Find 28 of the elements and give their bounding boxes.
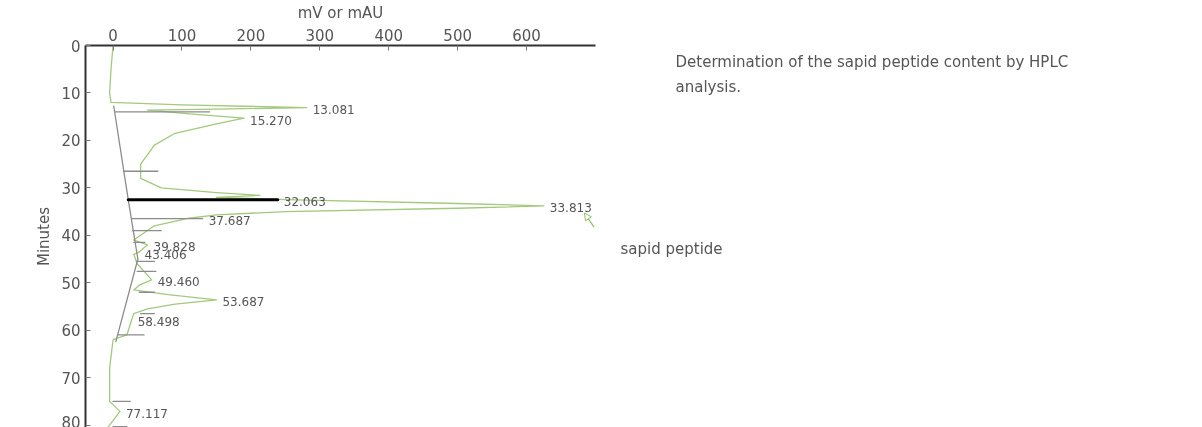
x-tick-label: 200 bbox=[236, 26, 266, 45]
y-tick-label: 10 bbox=[61, 84, 81, 103]
x-tick-label: 300 bbox=[305, 26, 335, 45]
annotation: 58.498 bbox=[137, 315, 180, 330]
y-tick-label: 50 bbox=[61, 274, 81, 293]
text: sapid peptide bbox=[620, 240, 723, 259]
annotation: 53.687 bbox=[222, 295, 265, 310]
x-tick-label: 100 bbox=[167, 26, 197, 45]
y-tick-label: 40 bbox=[61, 227, 81, 246]
annotation: 37.687 bbox=[208, 214, 251, 229]
y-tick-label: 70 bbox=[61, 369, 81, 388]
y-axis-title: Minutes bbox=[35, 206, 54, 267]
annotation: 33.813 bbox=[549, 201, 592, 216]
y-tick-label: 20 bbox=[61, 132, 81, 151]
y-tick-label: 60 bbox=[61, 322, 81, 341]
annotation: 15.270 bbox=[250, 113, 293, 128]
x-axis-title: mV or mAU bbox=[297, 3, 384, 22]
x-tick-label: 600 bbox=[512, 26, 541, 45]
line-series bbox=[106, 45, 545, 427]
y-tick-label: 30 bbox=[61, 179, 81, 198]
y-tick-label: 80 bbox=[61, 413, 81, 427]
annotation: 77.117 bbox=[125, 406, 168, 421]
annotation: 13.081 bbox=[312, 103, 355, 118]
x-tick-label: 0 bbox=[108, 26, 118, 45]
annotation: 49.460 bbox=[157, 275, 200, 290]
x-tick-label: 500 bbox=[443, 26, 472, 45]
text: Determination of the sapid peptide content by HPLC analysis. bbox=[675, 52, 1069, 96]
x-tick-label: 400 bbox=[374, 26, 404, 45]
